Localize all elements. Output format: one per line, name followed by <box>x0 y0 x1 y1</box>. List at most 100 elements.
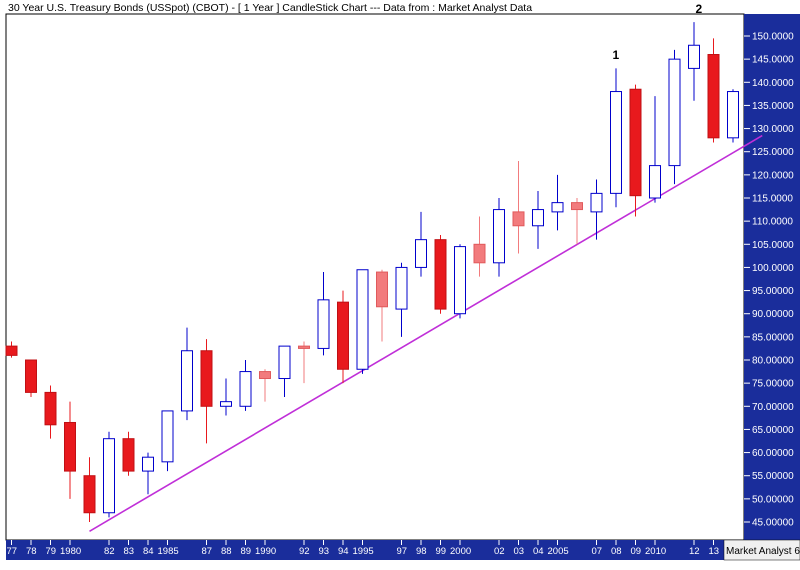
y-tick-label: 105.0000 <box>752 240 794 251</box>
x-tick-label: 88 <box>221 546 232 557</box>
candle <box>454 244 466 319</box>
candle-body <box>532 209 544 227</box>
candle <box>317 272 330 356</box>
candle-body <box>376 271 388 308</box>
y-tick-label: 50.00000 <box>752 494 794 505</box>
x-tick-label: 78 <box>26 546 37 557</box>
candle-body <box>103 438 115 514</box>
x-tick-label: 12 <box>689 546 700 557</box>
x-tick-label: 02 <box>494 546 505 557</box>
x-tick-label: 98 <box>416 546 427 557</box>
y-tick-label: 140.0000 <box>752 78 794 89</box>
y-tick-label: 100.0000 <box>752 263 794 274</box>
y-tick-label: 125.0000 <box>752 147 794 158</box>
candle <box>239 360 252 411</box>
candle-body <box>688 44 700 69</box>
x-tick-label: 04 <box>533 546 544 557</box>
y-tick-label: 115.0000 <box>752 194 793 205</box>
x-tick-label: 99 <box>436 546 447 557</box>
candle <box>356 269 369 374</box>
candle-body <box>161 410 174 463</box>
x-tick-label: 89 <box>241 546 252 557</box>
candle <box>83 457 96 522</box>
candles-layer <box>5 22 739 522</box>
candle <box>551 174 564 231</box>
candle-body <box>454 246 466 315</box>
candle <box>668 49 681 185</box>
x-tick-label: 07 <box>592 546 603 557</box>
candle-body <box>122 438 135 472</box>
candle <box>259 369 271 402</box>
candle <box>532 191 544 249</box>
y-tick-label: 135.0000 <box>752 101 794 112</box>
y-axis-ticks: 45.00000 50.00000 55.00000 60.00000 65.00000… <box>744 32 794 529</box>
candle <box>571 198 583 245</box>
wave-annotation: 2 <box>696 2 703 16</box>
x-tick-label: 93 <box>319 546 330 557</box>
y-tick-label: 65.00000 <box>752 425 794 436</box>
trendline-layer <box>89 134 763 532</box>
candle-body <box>668 58 681 167</box>
y-tick-label: 75.00000 <box>752 379 794 390</box>
candle <box>64 401 76 499</box>
candle-body <box>142 456 154 472</box>
candle-body <box>5 345 18 356</box>
x-tick-label: 97 <box>397 546 408 557</box>
candle <box>122 431 135 476</box>
x-tick-label: 94 <box>338 546 349 557</box>
candle <box>629 84 642 217</box>
y-tick-label: 95.00000 <box>752 286 794 297</box>
candle-body <box>298 345 310 349</box>
candle-body <box>434 239 447 310</box>
y-tick-label: 60.00000 <box>752 448 794 459</box>
candle <box>44 385 57 439</box>
x-tick-label: 84 <box>143 546 154 557</box>
x-axis-panel <box>6 540 724 560</box>
candle-body <box>278 345 291 380</box>
candle <box>512 160 525 254</box>
candle-body <box>64 421 76 472</box>
candle-body <box>571 202 583 211</box>
candle-body <box>415 239 427 268</box>
candle <box>610 68 622 208</box>
candle <box>649 96 661 203</box>
candle <box>707 38 720 143</box>
candle-body <box>395 266 408 310</box>
candle-body <box>707 54 720 139</box>
candle <box>298 341 310 384</box>
candle-body <box>25 359 37 393</box>
candle <box>727 89 739 143</box>
x-tick-label: 1985 <box>158 546 179 557</box>
x-tick-label: 92 <box>299 546 310 557</box>
candle-body <box>473 243 486 264</box>
candle <box>181 327 193 421</box>
candle-body <box>317 299 330 349</box>
candle <box>688 22 700 101</box>
x-tick-label: 1995 <box>353 546 374 557</box>
y-tick-label: 150.0000 <box>752 32 794 43</box>
x-tick-label: 77 <box>7 546 18 557</box>
y-tick-label: 45.00000 <box>752 518 794 529</box>
y-tick-label: 85.00000 <box>752 332 794 343</box>
footer-brand-box <box>723 539 800 561</box>
y-tick-label: 90.00000 <box>752 309 794 320</box>
y-tick-label: 120.0000 <box>752 170 794 181</box>
candle <box>161 410 174 472</box>
candle-body <box>493 209 505 264</box>
y-tick-label: 70.00000 <box>752 402 794 413</box>
x-tick-label: 2000 <box>450 546 471 557</box>
x-tick-label: 1980 <box>60 546 81 557</box>
candle-body <box>727 91 739 139</box>
candle <box>103 431 115 518</box>
candle-body <box>512 211 525 227</box>
candle-body <box>181 350 193 412</box>
candle-body <box>259 371 271 380</box>
wave-annotation: 1 <box>613 48 620 62</box>
candle <box>220 378 232 416</box>
x-tick-label: 1990 <box>255 546 276 557</box>
candle-body <box>220 401 232 407</box>
candle-body <box>551 202 564 213</box>
x-tick-label: 2005 <box>548 546 569 557</box>
